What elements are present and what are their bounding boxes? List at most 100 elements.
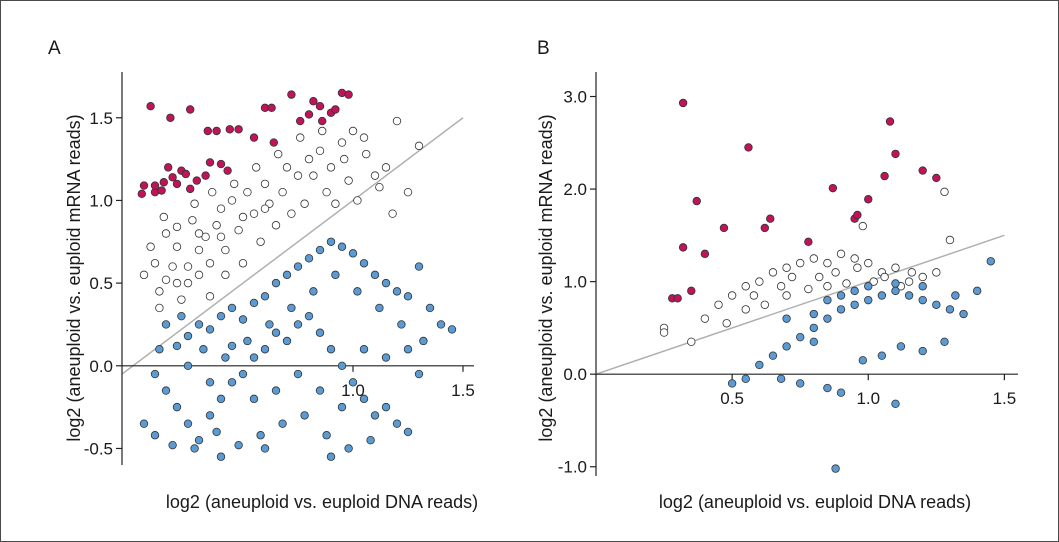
- data-point: [375, 303, 384, 313]
- data-point: [157, 186, 166, 195]
- data-point: [904, 291, 914, 300]
- data-point: [216, 394, 226, 404]
- data-point: [185, 105, 195, 114]
- data-point: [304, 311, 314, 321]
- data-point: [795, 332, 805, 342]
- data-point: [853, 263, 862, 272]
- data-point: [918, 282, 927, 291]
- data-point: [168, 262, 177, 271]
- data-point: [265, 320, 274, 329]
- data-point: [146, 242, 155, 251]
- data-point: [155, 303, 164, 313]
- data-point: [139, 419, 149, 428]
- data-point: [850, 300, 859, 309]
- data-point: [809, 323, 819, 333]
- data-point: [322, 187, 331, 197]
- data-point: [318, 126, 327, 136]
- data-point: [836, 388, 846, 397]
- data-point: [891, 263, 900, 272]
- data-point: [749, 291, 759, 300]
- data-point: [139, 270, 149, 280]
- data-point: [150, 369, 160, 379]
- data-point: [192, 176, 201, 185]
- data-point: [337, 402, 347, 412]
- x-tick-label: 1.0: [341, 381, 365, 400]
- data-point: [212, 427, 221, 437]
- data-point: [864, 258, 873, 268]
- data-point: [183, 278, 193, 288]
- data-point: [183, 419, 193, 428]
- data-point: [304, 110, 314, 119]
- data-point: [864, 295, 873, 305]
- data-point: [782, 291, 791, 300]
- data-point: [760, 223, 769, 233]
- data-point: [348, 378, 358, 387]
- data-point: [177, 311, 186, 321]
- data-point: [139, 181, 149, 190]
- data-point: [199, 345, 208, 354]
- data-point: [381, 353, 391, 362]
- data-point: [348, 249, 358, 258]
- data-point: [287, 90, 296, 99]
- data-point: [366, 435, 375, 445]
- data-point: [891, 286, 900, 296]
- data-point: [414, 141, 424, 151]
- data-point: [221, 270, 230, 280]
- data-point: [271, 221, 281, 230]
- data-point: [304, 254, 314, 263]
- data-point: [678, 98, 688, 108]
- data-point: [436, 320, 446, 329]
- y-tick-label: 0.5: [89, 274, 113, 293]
- data-point: [331, 199, 340, 208]
- data-point: [782, 314, 791, 323]
- data-point: [823, 258, 832, 268]
- x-tick-label: 1.0: [856, 389, 880, 408]
- data-point: [326, 452, 336, 461]
- data-point: [216, 452, 226, 461]
- y-tick-label: 1.0: [563, 273, 587, 292]
- data-point: [190, 444, 199, 453]
- data-point: [891, 399, 900, 409]
- data-point: [260, 204, 270, 213]
- data-point: [932, 268, 941, 277]
- data-point: [293, 369, 303, 379]
- data-point: [951, 291, 960, 300]
- data-point: [194, 435, 204, 445]
- data-point: [447, 325, 457, 334]
- data-point: [161, 386, 171, 395]
- data-point: [359, 259, 369, 268]
- data-point: [293, 171, 303, 180]
- data-point: [375, 183, 384, 192]
- data-point: [190, 199, 199, 208]
- data-point: [227, 196, 237, 205]
- data-point: [282, 336, 292, 346]
- data-point: [216, 232, 226, 242]
- data-point: [183, 262, 193, 271]
- data-point: [370, 171, 380, 180]
- data-point: [315, 101, 325, 111]
- data-point: [823, 295, 832, 305]
- data-point: [225, 125, 234, 134]
- data-point: [403, 345, 413, 354]
- data-point: [741, 374, 750, 384]
- data-point: [403, 292, 413, 301]
- data-point: [260, 292, 270, 301]
- data-point: [381, 402, 391, 412]
- x-tick-label: 1.5: [993, 389, 1017, 408]
- data-point: [918, 272, 927, 282]
- data-point: [337, 361, 347, 370]
- data-point: [267, 103, 276, 113]
- data-point: [804, 284, 813, 294]
- y-tick-label: -1.0: [558, 458, 587, 477]
- data-point: [271, 328, 281, 337]
- panel-a: A -0.5 0.0 0.5 1.0 1.5 1.0 1.5 log2 (aneuploid…: [48, 38, 478, 512]
- data-point: [362, 149, 371, 159]
- data-point: [256, 431, 265, 440]
- data-point: [359, 394, 369, 404]
- data-point: [722, 319, 731, 328]
- data-point: [744, 143, 753, 152]
- data-point: [194, 320, 204, 329]
- data-point: [344, 176, 353, 185]
- panel-a-y-axis-label: log2 (aneuploid vs. euploid mRNA reads): [64, 114, 84, 441]
- data-point: [172, 341, 182, 351]
